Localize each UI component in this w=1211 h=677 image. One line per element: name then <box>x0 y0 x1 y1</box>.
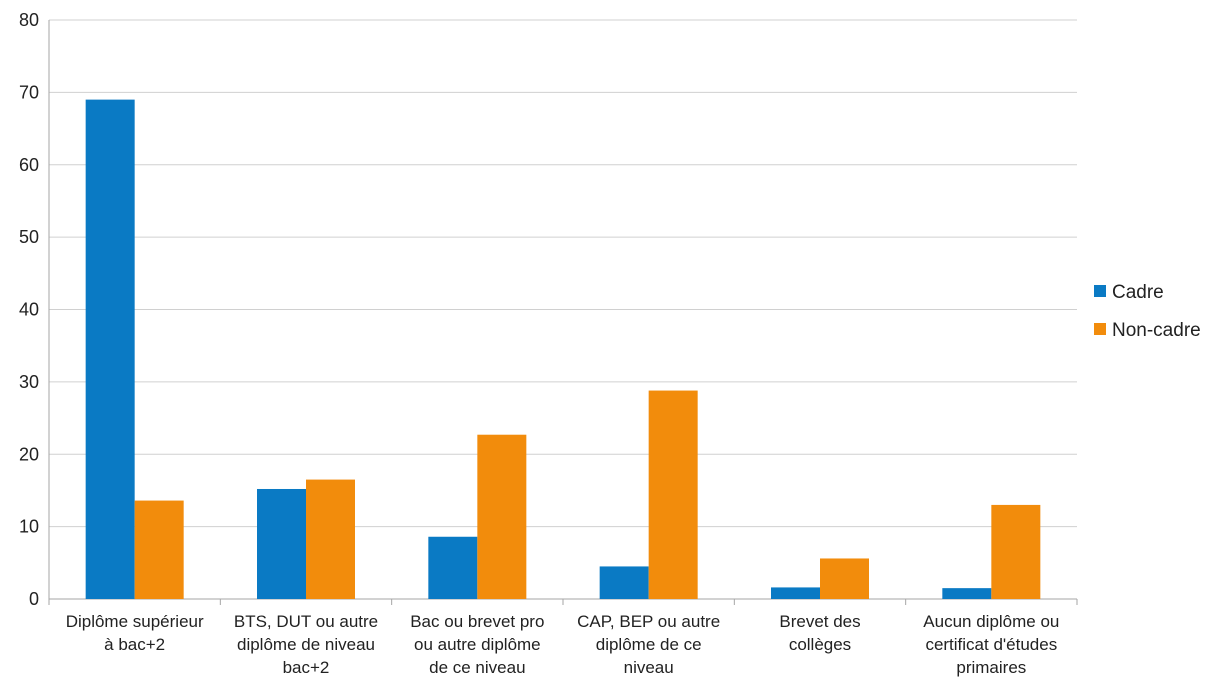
y-tick-label: 30 <box>19 372 39 392</box>
bar-cadre-0 <box>85 99 135 600</box>
bar-non-cadre-5 <box>991 504 1041 599</box>
y-tick-label: 0 <box>29 589 39 609</box>
y-tick-label: 50 <box>19 227 39 247</box>
tick-labels: 0 10 20 30 40 50 60 70 80 Diplôme supérieur à bac+… <box>19 10 1059 677</box>
bar-non-cadre-3 <box>648 390 698 599</box>
x-tick-label: Bac ou brevet pro ou autre diplôme de ce n… <box>410 612 544 677</box>
legend-label-cadre: Cadre <box>1112 282 1164 303</box>
x-tick-label: CAP, BEP ou autre diplôme de ce niveau <box>577 612 720 677</box>
y-tick-label: 60 <box>19 155 39 175</box>
y-tick-label: 20 <box>19 444 39 464</box>
bar-cadre-5 <box>942 588 992 599</box>
y-tick-label: 80 <box>19 10 39 30</box>
x-tick-label: Diplôme supérieur à bac+2 <box>66 612 204 654</box>
x-tick-label: Brevet des collèges <box>779 612 860 654</box>
bar-cadre-4 <box>771 587 820 599</box>
bar-non-cadre-2 <box>477 434 527 599</box>
legend-swatch-non-cadre <box>1094 323 1106 335</box>
y-tick-label: 40 <box>19 300 39 320</box>
legend-label-non-cadre: Non-cadre <box>1112 320 1201 341</box>
bar-non-cadre-1 <box>306 479 355 599</box>
y-tick-label: 70 <box>19 82 39 102</box>
x-tick-label: BTS, DUT ou autre diplôme de niveau bac+2 <box>234 612 378 677</box>
legend-swatch-cadre <box>1094 285 1106 297</box>
x-tick-label: Aucun diplôme ou certificat d'études prima… <box>923 612 1059 677</box>
bar-cadre-2 <box>428 536 478 599</box>
bar-non-cadre-4 <box>820 558 869 599</box>
y-tick-label: 10 <box>19 517 39 537</box>
bar-cadre-3 <box>599 566 649 599</box>
bar-non-cadre-0 <box>134 500 184 599</box>
bar-cadre-1 <box>257 488 306 599</box>
axes <box>48 20 1078 605</box>
gridlines <box>49 19 1077 528</box>
bars <box>85 99 1041 600</box>
legend: Cadre Non-cadre <box>1094 282 1201 341</box>
